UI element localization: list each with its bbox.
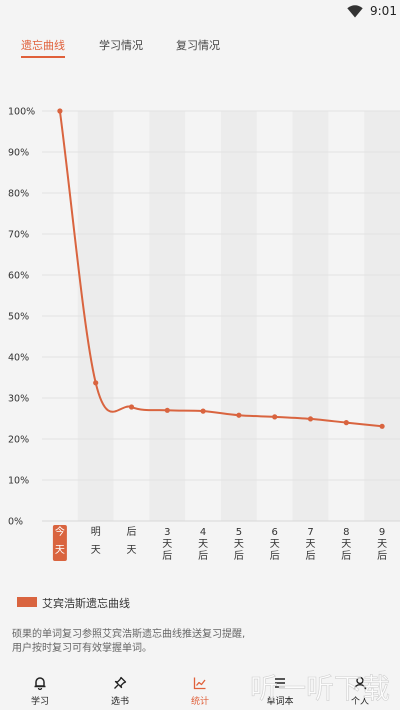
data-point <box>343 420 349 426</box>
x-tick-label: 后天 <box>127 526 137 556</box>
x-tick-label: 7 天后 <box>306 527 316 562</box>
x-tick-label: 3 天后 <box>162 527 172 562</box>
x-tick-label: 5 天后 <box>234 527 244 562</box>
bottom-nav: 学习 选书 统计 单词本 个人 <box>0 672 400 710</box>
nav-label: 选书 <box>110 697 129 707</box>
data-point <box>93 380 99 386</box>
x-tick-label: 6 天后 <box>270 527 280 562</box>
nav-statistics[interactable]: 统计 <box>175 676 225 707</box>
pin-icon <box>114 676 127 689</box>
user-icon <box>353 676 367 690</box>
data-point <box>272 414 278 420</box>
data-point <box>236 412 242 418</box>
watermark-logo: 听一听下载 <box>250 672 391 706</box>
nav-label: 个人 <box>350 697 369 707</box>
top-tabs: 遗忘曲线 学习情况 复习情况 <box>0 30 400 60</box>
x-tick-label: 9 天后 <box>377 527 387 562</box>
status-bar: 9:01 <box>0 0 400 24</box>
data-point <box>128 404 135 410</box>
x-tick-label: 明天 <box>91 526 101 556</box>
y-tick-label: 90% <box>8 148 29 159</box>
tab-forgetting-curve[interactable]: 遗忘曲线 <box>21 37 65 58</box>
data-point <box>379 423 385 429</box>
y-tick-label: 10% <box>8 476 29 487</box>
list-icon <box>275 678 285 688</box>
x-tick-label: 8 天后 <box>341 527 351 562</box>
x-tick-highlight <box>52 525 67 561</box>
y-tick-label: 40% <box>8 353 29 364</box>
y-tick-label: 60% <box>8 271 29 282</box>
active-tab-indicator <box>21 56 65 58</box>
y-tick-label: 20% <box>8 435 29 446</box>
data-point <box>164 407 170 413</box>
y-tick-label: 0% <box>8 517 23 528</box>
legend-swatch <box>17 597 37 607</box>
tab-review-status[interactable]: 复习情况 <box>176 37 220 53</box>
data-point <box>307 416 314 422</box>
chart-icon <box>193 677 206 690</box>
tab-label: 遗忘曲线 <box>21 39 65 52</box>
y-tick-label: 80% <box>8 189 29 200</box>
nav-label: 单词本 <box>266 697 294 707</box>
tab-learning-status[interactable]: 学习情况 <box>99 37 143 53</box>
y-tick-label: 70% <box>8 230 29 241</box>
bell-icon <box>34 677 46 690</box>
nav-profile[interactable]: 个人 <box>335 676 385 707</box>
nav-label: 统计 <box>190 697 209 707</box>
nav-choose-book[interactable]: 选书 <box>95 676 145 707</box>
y-tick-label: 50% <box>8 312 29 323</box>
chart-description: 硕果的单词复习参照艾宾浩斯遗忘曲线推送复习提醒,用户按时复习可有效掌握单词。 <box>12 629 246 654</box>
x-tick-label: 今天 <box>55 525 65 556</box>
legend-label: 艾宾浩斯遗忘曲线 <box>42 597 130 610</box>
nav-label: 学习 <box>30 697 49 707</box>
status-time: 9:01 <box>370 4 397 18</box>
x-tick-label: 4 天后 <box>198 527 208 562</box>
y-tick-label: 100% <box>8 107 35 118</box>
nav-wordbook[interactable]: 单词本 <box>255 676 305 707</box>
y-tick-label: 30% <box>8 394 29 405</box>
wifi-icon <box>347 5 363 18</box>
tab-label: 复习情况 <box>176 39 220 52</box>
svg-text:听一听下载: 听一听下载 <box>250 672 390 705</box>
data-point <box>57 108 63 114</box>
tab-label: 学习情况 <box>99 39 143 52</box>
data-point <box>200 408 206 414</box>
nav-study[interactable]: 学习 <box>15 676 65 707</box>
